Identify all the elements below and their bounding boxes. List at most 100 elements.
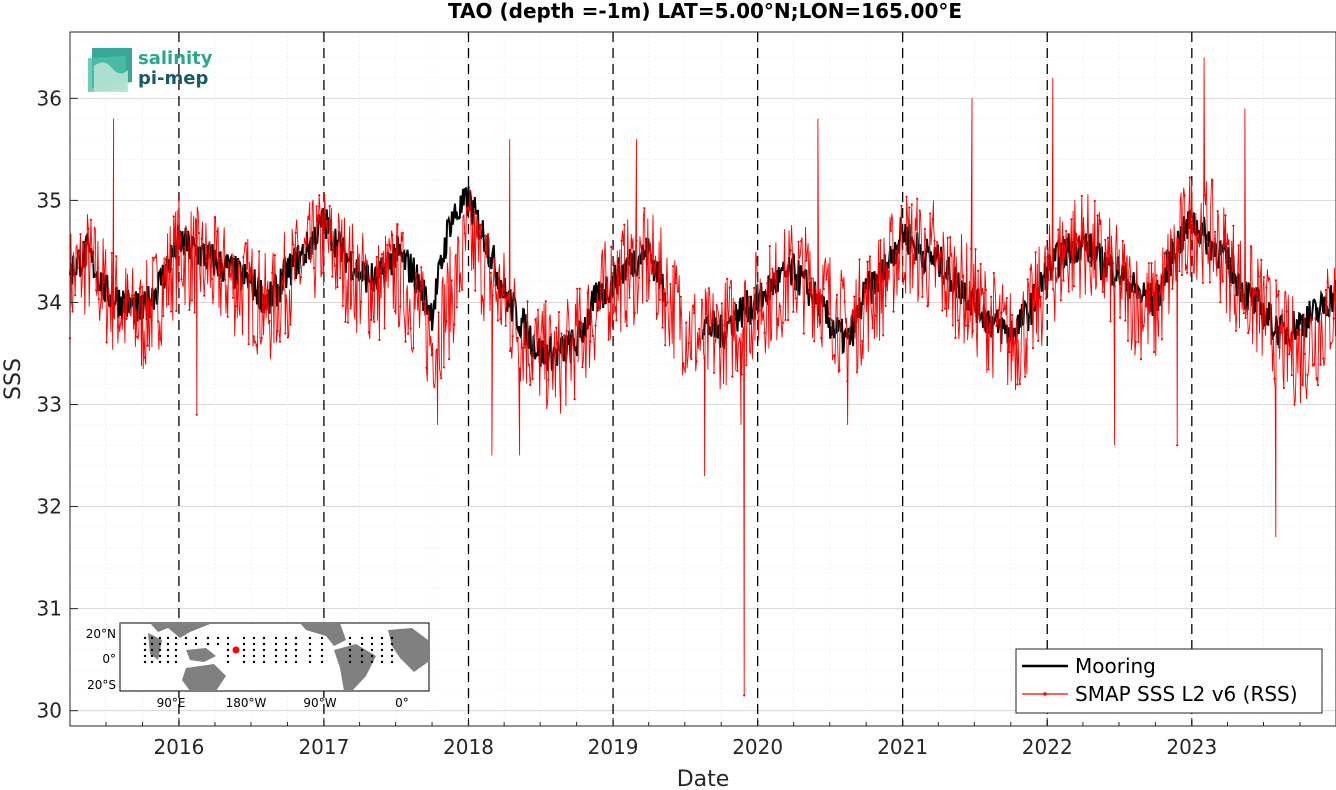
smap-point — [156, 320, 160, 323]
smap-point — [853, 295, 856, 298]
smap-point — [534, 318, 537, 321]
smap-point — [466, 207, 469, 211]
mooring-station-point — [274, 642, 278, 646]
smap-point — [695, 360, 698, 363]
smap-point — [401, 232, 404, 235]
smap-point — [388, 244, 391, 247]
smap-point — [1290, 374, 1293, 377]
mooring-station-point — [216, 642, 220, 646]
smap-point — [110, 251, 113, 255]
smap-point — [95, 289, 98, 292]
smap-point — [552, 356, 555, 359]
smap-point — [318, 194, 321, 197]
smap-point — [830, 318, 833, 321]
smap-point — [323, 194, 326, 197]
y-tick-label: 36 — [37, 86, 62, 110]
y-axis-label: SSS — [1, 358, 26, 400]
smap-point — [162, 314, 165, 318]
smap-point — [396, 223, 399, 226]
smap-point — [375, 255, 378, 259]
smap-point — [231, 296, 235, 299]
mooring-station-point — [158, 654, 162, 658]
smap-point — [726, 277, 729, 280]
smap-point — [1085, 251, 1089, 254]
smap-point — [289, 323, 292, 326]
india-landmass — [148, 633, 162, 660]
smap-point — [712, 371, 716, 374]
smap-point — [536, 308, 540, 311]
smap-point — [807, 290, 811, 293]
smap-point — [229, 272, 232, 275]
mooring-station-point — [390, 660, 394, 664]
smap-point — [1260, 258, 1263, 261]
smap-point — [1208, 281, 1211, 284]
smap-point — [1178, 270, 1181, 273]
mooring-station-point — [158, 660, 162, 664]
smap-point — [544, 300, 547, 303]
mooring-station-point — [294, 636, 298, 640]
mooring-station-point — [348, 648, 352, 652]
smap-point — [607, 338, 610, 341]
smap-point — [956, 319, 960, 322]
smap-point — [394, 310, 397, 313]
smap-point — [76, 266, 79, 270]
smap-point — [1119, 316, 1122, 319]
smap-point — [1221, 280, 1224, 283]
mooring-station-point — [174, 660, 178, 664]
smap-point — [489, 271, 492, 274]
mooring-station-point — [174, 648, 178, 652]
smap-point — [715, 304, 718, 307]
smap-point — [146, 344, 149, 347]
smap-point — [1285, 310, 1288, 313]
mooring-station-point — [194, 642, 198, 646]
smap-point — [997, 308, 1001, 311]
smap-point — [591, 334, 595, 337]
x-tick-label: 2018 — [443, 735, 494, 759]
mooring-station-point — [166, 654, 170, 658]
smap-point — [442, 366, 445, 369]
smap-point — [773, 282, 777, 285]
smap-point — [117, 316, 120, 319]
smap-point — [1257, 275, 1260, 278]
smap-point — [979, 262, 982, 266]
mooring-array-points — [143, 636, 394, 664]
smap-point — [1255, 291, 1258, 294]
smap-point — [677, 290, 680, 293]
smap-point — [612, 261, 615, 265]
smap-point — [271, 271, 274, 274]
smap-point — [1106, 236, 1109, 239]
smap-point — [874, 314, 877, 317]
smap-point — [386, 243, 389, 246]
mooring-station-point — [150, 660, 154, 664]
smap-point — [1249, 245, 1252, 248]
smap-point — [354, 262, 357, 265]
smap-point — [1088, 261, 1091, 264]
smap-point — [723, 324, 726, 327]
smap-point — [417, 290, 420, 293]
smap-point — [414, 272, 418, 275]
smap-point — [731, 375, 734, 378]
smap-point — [871, 327, 874, 330]
smap-point — [687, 341, 690, 345]
mooring-station-point — [360, 642, 364, 646]
smap-point — [1234, 329, 1238, 332]
mooring-station-point — [252, 642, 256, 646]
smap-point — [813, 340, 816, 343]
smap-point — [863, 284, 866, 287]
smap-point — [1224, 214, 1227, 217]
smap-point — [172, 215, 175, 218]
x-tick-label: 2019 — [588, 735, 639, 759]
smap-point — [305, 244, 308, 247]
smap-point — [892, 310, 895, 313]
smap-point — [1013, 342, 1016, 345]
smap-point — [620, 239, 623, 242]
smap-point — [1211, 179, 1214, 182]
smap-point — [1319, 363, 1322, 366]
smap-point — [383, 327, 386, 330]
mooring-station-point — [308, 642, 312, 646]
north-america-landmass — [300, 623, 346, 646]
smap-point — [604, 276, 608, 279]
smap-point — [97, 298, 100, 301]
smap-point — [1112, 262, 1115, 265]
smap-point — [908, 206, 911, 209]
